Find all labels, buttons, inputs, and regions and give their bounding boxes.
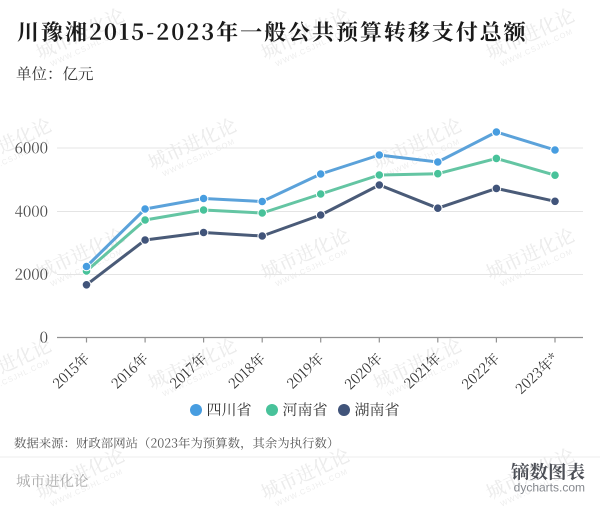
svg-text:dycharts.com: dycharts.com xyxy=(514,481,585,495)
